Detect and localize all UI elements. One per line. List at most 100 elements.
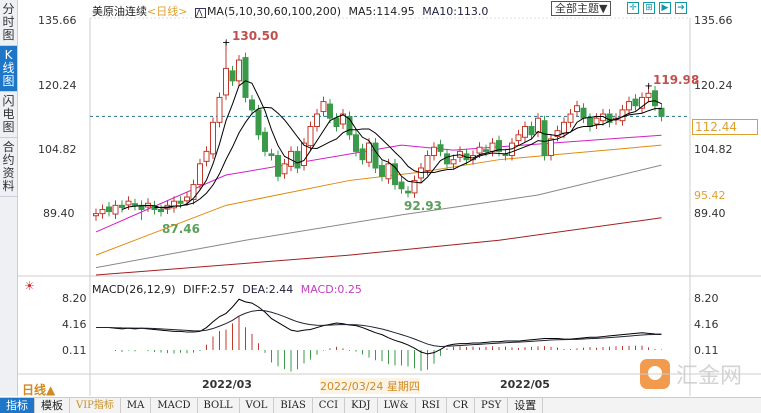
candle-body [242,57,249,98]
toolbar-vip[interactable]: VIP指标 [70,398,121,413]
toolbar-cci[interactable]: CCI [313,398,346,413]
play-icon[interactable]: ▶ [659,2,671,14]
candle-body [99,208,106,215]
high-marker: + [222,37,230,48]
ma30-line [95,134,662,233]
theme-dropdown[interactable]: 全部主题▼ [551,1,612,16]
candle-body [522,125,528,138]
candle-body [535,117,541,133]
macd-value: MACD:0.25 [300,283,362,296]
zoom-icon[interactable]: ⊞ [643,2,655,14]
candle-body [398,181,405,190]
dea-value: DEA:2.44 [242,283,294,296]
move-right-icon[interactable]: ➔ [675,2,687,14]
candle-body [437,144,444,152]
tab-flash[interactable]: 闪电图 [0,92,17,138]
candle-body [106,206,112,213]
toolbar-indicators[interactable]: 指标 [0,398,35,413]
candle-body [236,59,242,82]
candle-body [327,103,333,119]
macd-tick: 0.11 [694,344,719,357]
candle-body [593,117,600,125]
candle-body [301,142,307,166]
settings-sun-icon[interactable]: ☀ [24,279,35,293]
period-button[interactable]: 日线▲ [22,383,56,397]
tab-timeshare[interactable]: 分时图 [0,0,17,46]
candle-body [184,196,190,202]
low-annotation: 92.93 [404,199,442,213]
tab-kline[interactable]: K线图 [0,46,17,92]
recent-high-annotation: 119.98 [653,73,700,87]
candle-body [353,134,359,152]
candle-body [197,163,203,186]
macd-tick: 4.16 [694,318,719,331]
tab-contract-info[interactable]: 合约资料 [0,138,17,197]
ma100-line [95,164,662,269]
candle-body [366,142,372,163]
candle-body [346,116,353,136]
candle-body [587,117,593,127]
y-tick-left: 135.66 [38,14,77,27]
indicator-toolbar: 指标 模板 VIP指标 MA MACD BOLL VOL BIAS CCI KD… [0,397,761,413]
candle-body [320,101,327,113]
macd-tick: 8.20 [62,292,87,305]
symbol-name: 美原油连续 [92,5,147,18]
candle-body [203,150,210,162]
toolbar-psy[interactable]: PSY [475,398,509,413]
candle-body [626,101,632,111]
toolbar-boll[interactable]: BOLL [198,398,240,413]
toolbar-cr[interactable]: CR [447,398,476,413]
dea-line [96,309,662,347]
y-tick-right: 120.24 [694,79,733,92]
candle-body [275,155,281,177]
high-annotation: 130.50 [232,29,279,43]
candle-body [255,109,262,136]
candle-body [476,146,483,154]
candle-body [645,92,652,98]
cursor-date-label: 2022/03/24 星期四 [320,378,420,394]
candle-body [392,163,398,186]
sidebar: 分时图 K线图 闪电图 合约资料 [0,0,18,396]
ref-price: 95.42 [694,189,726,202]
toolbar-bias[interactable]: BIAS [274,398,313,413]
toolbar-ma[interactable]: MA [121,398,152,413]
candle-body [658,107,665,117]
toolbar-settings[interactable]: 设置 [508,398,544,413]
candle-body [171,200,177,209]
candle-body [580,107,587,119]
kline-chart[interactable]: ++ [0,0,761,397]
candle-body [158,208,164,213]
date-label: 2022/03 [202,378,252,391]
ma200-line [95,217,662,276]
candle-body [119,204,125,208]
crosshair-icon[interactable]: ✛ [627,2,639,14]
toolbar-kdj[interactable]: KDJ [345,398,378,413]
candle-body [496,140,502,152]
ma10-value: MA10:113.0 [422,5,489,18]
candle-body [112,204,119,215]
toolbar-template[interactable]: 模板 [35,398,70,413]
candle-body [561,121,567,134]
ma10-line [154,106,662,209]
date-label: 2022/05 [500,378,550,391]
toolbar-macd[interactable]: MACD [151,398,198,413]
macd-tick: 8.20 [694,292,719,305]
candle-body [281,163,288,175]
candle-body [307,125,314,147]
candle-body [450,159,457,165]
candle-body [554,130,561,137]
candle-body [372,142,379,169]
candle-body [574,105,580,113]
toolbar-vol[interactable]: VOL [240,398,275,413]
macd-tick: 4.16 [62,318,87,331]
macd-label: MACD(26,12,9) [92,283,176,296]
candle-body [132,203,138,206]
macd-header: MACD(26,12,9) DIFF:2.57 DEA:2.44 MACD:0.… [92,283,366,296]
candle-body [405,190,411,194]
diff-line [96,298,662,355]
y-tick-right: 89.40 [694,207,726,220]
ma-icon[interactable]: ⋀ [194,8,206,18]
toolbar-rsi[interactable]: RSI [416,398,447,413]
candle-body [424,155,431,171]
toolbar-lwr[interactable]: LW& [378,398,416,413]
